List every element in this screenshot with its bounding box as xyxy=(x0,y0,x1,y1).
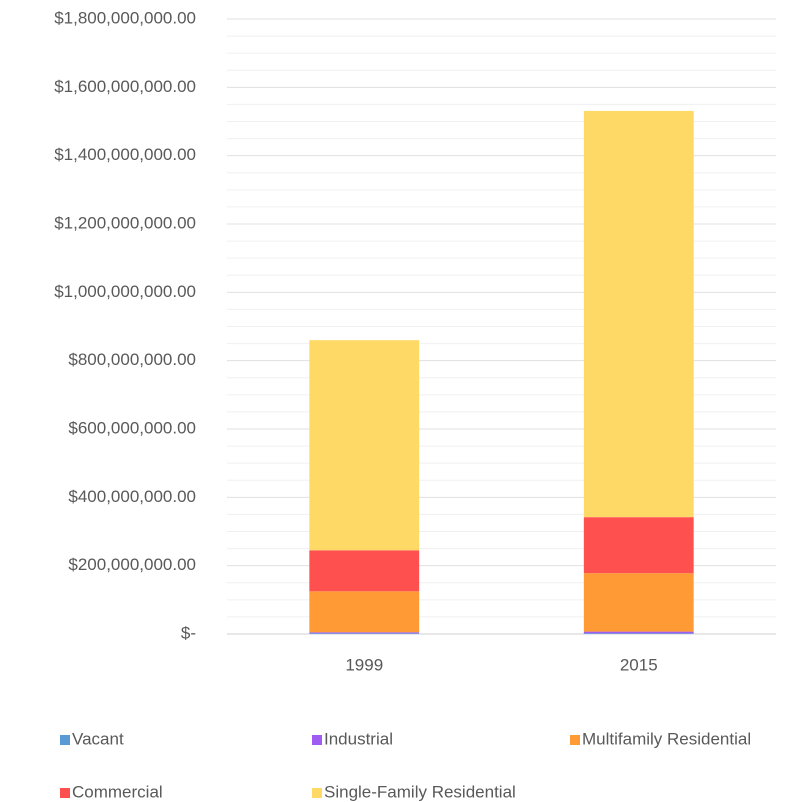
y-tick-label: $1,000,000,000.00 xyxy=(54,282,196,301)
bar-segment xyxy=(583,110,694,518)
bar-segment xyxy=(583,633,694,634)
legend-label: Multifamily Residential xyxy=(582,729,751,748)
legend-swatch xyxy=(312,788,322,798)
legend-label: Vacant xyxy=(72,729,124,748)
bar-segment xyxy=(583,517,694,574)
y-tick-label: $1,400,000,000.00 xyxy=(54,145,196,164)
y-tick-label: $800,000,000.00 xyxy=(68,350,196,369)
bar-segment xyxy=(309,340,420,551)
legend-swatch xyxy=(570,735,580,745)
x-tick-label: 1999 xyxy=(345,655,383,674)
x-tick-label: 2015 xyxy=(620,655,658,674)
y-tick-label: $1,800,000,000.00 xyxy=(54,8,196,27)
bar-segment xyxy=(583,631,694,634)
legend-swatch xyxy=(60,788,70,798)
legend-label: Commercial xyxy=(72,782,163,801)
legend-label: Industrial xyxy=(324,729,393,748)
bar-segment xyxy=(309,633,420,634)
legend-swatch xyxy=(60,735,70,745)
y-tick-label: $- xyxy=(181,623,196,642)
y-tick-label: $200,000,000.00 xyxy=(68,555,196,574)
bar-segment xyxy=(309,550,420,592)
legend-swatch xyxy=(312,735,322,745)
bar-segment xyxy=(309,632,420,634)
y-tick-label: $400,000,000.00 xyxy=(68,487,196,506)
y-tick-label: $1,600,000,000.00 xyxy=(54,77,196,96)
y-tick-label: $600,000,000.00 xyxy=(68,418,196,437)
bar-segment xyxy=(309,591,420,633)
y-tick-label: $1,200,000,000.00 xyxy=(54,213,196,232)
legend-label: Single-Family Residential xyxy=(324,782,516,801)
bar-segment xyxy=(583,573,694,632)
